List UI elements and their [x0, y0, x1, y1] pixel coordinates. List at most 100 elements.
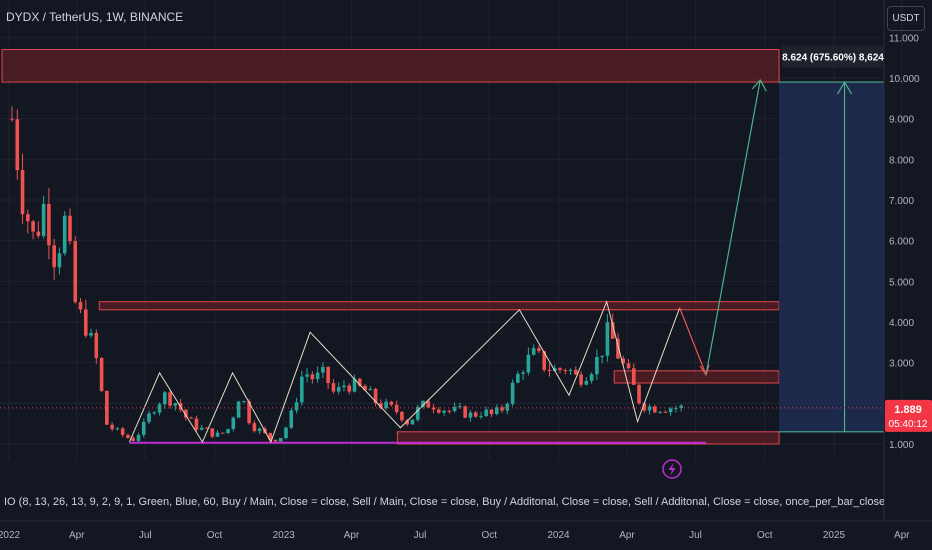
candle-body [447, 410, 452, 412]
price-tick-label: 3.000 [889, 359, 914, 370]
time-tick-label: Oct [481, 530, 497, 541]
candle-body [389, 401, 394, 405]
drawings [0, 78, 884, 444]
candle-body [141, 421, 146, 435]
candle-body [278, 437, 283, 442]
candle-body [426, 400, 431, 408]
candle-body [78, 302, 83, 310]
price-tick-label: 9.000 [889, 115, 914, 126]
price-tick-label: 5.000 [889, 277, 914, 288]
chart-labels: 1.889 05:40:12 8.624 (675.60%) 8,624 [662, 45, 932, 479]
candle-body [489, 409, 494, 414]
candle-body [547, 369, 552, 372]
candle-body [494, 407, 499, 414]
candle-body [205, 427, 209, 429]
chart-title: DYDX / TetherUS, 1W, BINANCE [6, 10, 184, 24]
lightning-icon[interactable] [662, 459, 682, 479]
candle-body [605, 322, 610, 356]
candle-body [421, 400, 425, 407]
candle-body [521, 372, 525, 374]
candle-body [637, 384, 641, 404]
candle-body [563, 370, 568, 372]
candle-body [431, 407, 436, 410]
candle-body [31, 221, 35, 232]
candle-body [610, 322, 615, 339]
candle-body [83, 309, 88, 336]
candle-body [452, 406, 457, 411]
support-zone [396, 431, 780, 445]
candle-body [47, 203, 51, 246]
candle-body [568, 369, 573, 371]
candle-body [658, 411, 662, 413]
candle-body [284, 427, 288, 438]
time-tick-label: Apr [619, 530, 635, 541]
candle-body [20, 170, 25, 215]
candle-body [642, 403, 647, 411]
measure-label-text: 8.624 (675.60%) 8,624 [782, 53, 884, 64]
candle-body [199, 427, 204, 430]
candle-body [152, 412, 157, 414]
lightning-icon-bolt [668, 463, 676, 476]
candle-body [352, 378, 357, 392]
price-badge: 1.889 05:40:12 [885, 399, 932, 432]
current-price-text: 1.889 [894, 404, 922, 416]
candle-body [473, 412, 478, 417]
candle-body [184, 409, 188, 418]
candle-body [252, 423, 257, 432]
time-axis[interactable]: 2022 Apr Jul Oct 2023 Apr Jul Oct 2024 Apr Jul Oct 2… [0, 520, 932, 541]
candle-body [357, 378, 362, 386]
candles [10, 106, 683, 444]
measure-label: 8.624 (675.60%) 8,624 [782, 45, 884, 68]
candle-body [336, 387, 341, 392]
candle-body [468, 412, 473, 418]
retest-zone [613, 370, 780, 384]
candle-body [516, 373, 520, 383]
candle-body [484, 409, 489, 417]
candle-body [458, 406, 462, 408]
candle-body [157, 404, 162, 413]
price-tick-label: 11.000 [889, 33, 919, 44]
candle-body [147, 413, 151, 422]
price-tick-label: 7.000 [889, 196, 914, 207]
candle-body [368, 388, 373, 391]
target-arrow-head [751, 78, 767, 92]
candle-body [94, 332, 99, 358]
candle-body [679, 405, 683, 409]
price-tick-label: 6.000 [889, 237, 914, 248]
candle-body [526, 354, 531, 373]
indicator-legend[interactable]: IO (8, 13, 26, 13, 9, 2, 9, 1, Green, Bl… [4, 496, 884, 508]
candle-body [373, 388, 378, 404]
zigzag-pattern [128, 300, 681, 444]
candle-body [631, 368, 636, 385]
candle-body [574, 369, 578, 375]
candle-body [463, 406, 467, 418]
candle-body [310, 374, 315, 380]
candle-body [215, 432, 220, 437]
candle-body [289, 410, 294, 428]
candle-body [442, 410, 446, 413]
currency-button[interactable]: USDT [887, 6, 925, 31]
candle-body [663, 411, 668, 413]
candle-body [505, 403, 510, 411]
candle-body [410, 419, 415, 425]
price-zones [1, 49, 780, 445]
candle-body [405, 420, 409, 425]
candle-body [168, 392, 172, 406]
candle-body [584, 380, 589, 385]
price-tick-label: 1.000 [889, 440, 914, 451]
candle-body [257, 428, 262, 432]
candle-body [300, 376, 304, 403]
candle-body [647, 406, 652, 411]
candle-body [326, 366, 330, 384]
candle-body [653, 406, 657, 413]
projection-area [779, 80, 884, 433]
candle-body [579, 374, 583, 385]
candle-body [342, 385, 346, 388]
candle-body [226, 428, 230, 434]
candle-countdown-text: 05:40:12 [889, 419, 928, 430]
candle-body [400, 411, 404, 421]
candle-body [89, 332, 93, 336]
candle-body [189, 417, 193, 419]
time-tick-label: Apr [894, 530, 910, 541]
